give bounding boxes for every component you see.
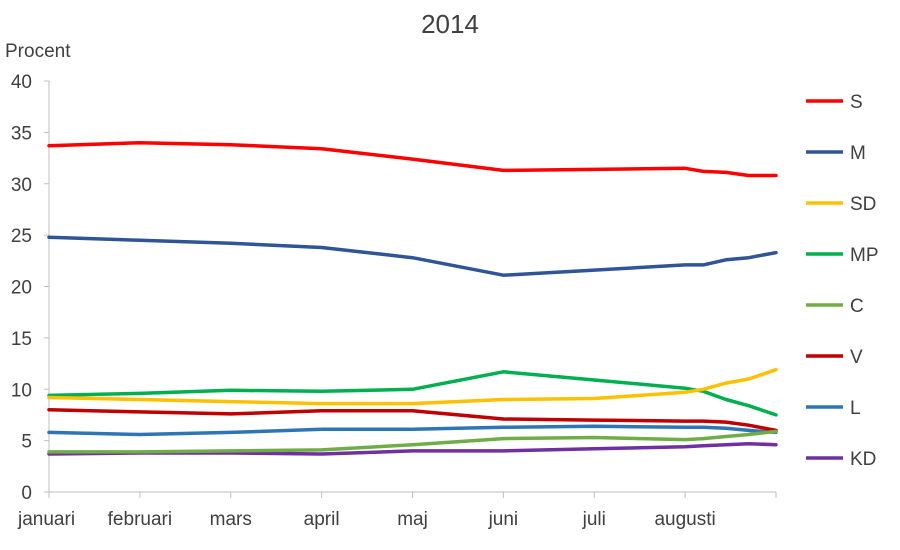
y-axis: 0 5 10 15 20 25 30 35 40 [11, 72, 50, 504]
y-tick-label: 30 [11, 175, 32, 196]
y-tick-label: 35 [11, 123, 32, 144]
y-tick-label: 10 [11, 380, 32, 401]
x-tick-label: januari [17, 509, 75, 530]
series-line-sd [47, 367, 778, 406]
x-tick-label: juni [488, 509, 519, 530]
x-tick-label: maj [397, 509, 428, 530]
chart-title: 2014 [421, 9, 479, 39]
x-tick-label: augusti [654, 509, 715, 530]
y-tick-label: 25 [11, 226, 32, 247]
series-line-mp [47, 370, 778, 417]
legend: S M SD MP C V L KD [806, 92, 879, 470]
legend-label-c: C [850, 296, 864, 317]
x-tick-label: mars [210, 509, 252, 530]
series-line-m [47, 235, 778, 277]
y-tick-label: 5 [21, 432, 32, 453]
y-tick-label: 20 [11, 278, 32, 299]
legend-label-kd: KD [850, 449, 876, 470]
series-line-c [47, 429, 778, 454]
y-tick-label: 0 [21, 483, 32, 504]
series-line-s [47, 140, 778, 178]
series-lines [47, 140, 778, 456]
x-tick-label: februari [108, 509, 172, 530]
series-line-kd [47, 441, 778, 456]
legend-label-s: S [850, 92, 863, 113]
legend-label-l: L [850, 398, 861, 419]
legend-label-v: V [850, 347, 863, 368]
x-axis: januari februari mars april maj juni juli augus… [17, 491, 777, 530]
legend-label-mp: MP [850, 245, 879, 266]
y-axis-label: Procent [5, 41, 71, 62]
series-line-v [47, 408, 778, 433]
y-tick-label: 40 [11, 72, 32, 93]
legend-label-sd: SD [850, 194, 876, 215]
x-tick-label: april [304, 509, 340, 530]
x-tick-label: juli [582, 509, 606, 530]
legend-label-m: M [850, 143, 866, 164]
y-tick-label: 15 [11, 329, 32, 350]
series-line-l [47, 424, 778, 437]
